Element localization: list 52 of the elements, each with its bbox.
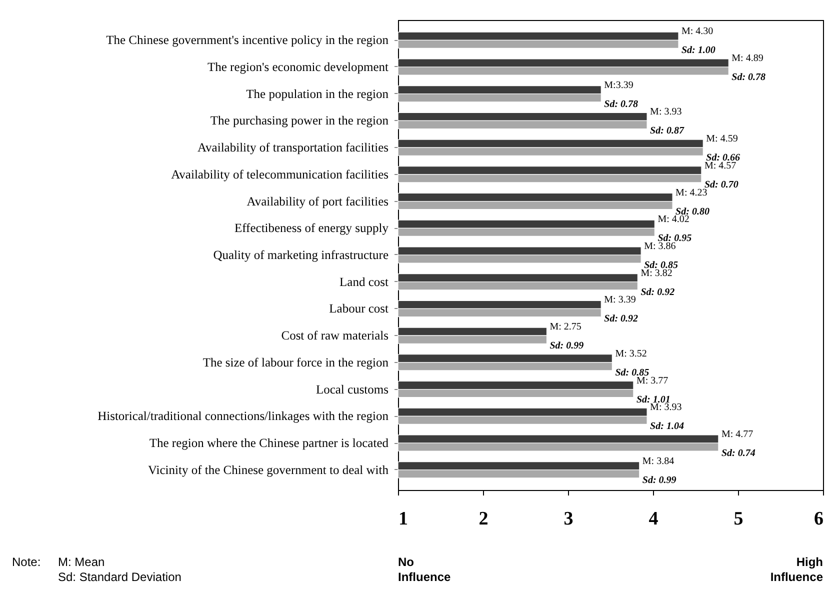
text: M: Mean Sd: Standard Deviation [58,555,182,585]
data-label: M: 3.93 [650,402,682,414]
data-label: M: 3.93 [650,106,682,118]
y-tick-label: Availability of telecommunication facilities [171,167,389,182]
y-tick-label: Historical/traditional connections/linkages with the region [98,409,390,424]
y-tick-label: Availability of port facilities [246,194,389,208]
annotation: Sd: 0.99 [550,340,584,352]
annotation: Sd: 0.74 [721,448,756,460]
y-tick-label: Quality of marketing infrastructure [213,248,389,262]
y-tick-label: Availability of transportation facilities [197,140,389,155]
annotation: Sd: 0.92 [640,286,675,298]
annotation: Sd: 0.87 [650,126,685,137]
y-tick-label: The region's economic development [207,60,390,74]
data-label: M: 3.84 [642,456,674,467]
y-tick-label: The size of labour force in the region [202,355,390,370]
annotation: Sd: 0.78 [604,98,638,110]
annotation: Sd: 0.92 [604,314,638,325]
text: High Influence [770,555,823,585]
y-tick-label: Vicinity of the Chinese government to deal with [148,462,390,477]
data-label: M: 4.77 [721,428,754,440]
data-label: M:3.39 [604,80,634,91]
data-label: M: 4.89 [732,52,764,64]
y-tick-label: Labour cost [329,302,390,316]
y-tick-label: The population in the region [246,86,390,101]
x-tick-label: 5 [734,508,744,530]
text: No Influence [398,555,451,585]
annotation: Sd: 1.00 [682,45,716,56]
y-tick-label: Effectibeness of energy supply [234,221,390,236]
data-label: M: 4.59 [706,134,738,145]
data-label: M: 3.82 [640,268,672,279]
x-tick-label: 6 [814,508,824,530]
annotation: Sd: 1.04 [650,421,684,432]
y-tick-label: Local customs [316,382,389,396]
data-label: M: 4.30 [682,26,714,38]
annotation: Sd: 0.99 [642,474,676,486]
data-label: M: 4.02 [658,214,690,226]
x-tick-label: 2 [478,508,488,530]
y-tick-label: The Chinese government's incentive policy in the region [106,33,390,48]
y-tick-label: The purchasing power in the region [210,114,390,128]
text: Note: [12,555,41,570]
data-label: M: 3.39 [604,294,636,306]
x-tick-label: 1 [398,508,408,530]
x-tick-label: 3 [564,508,574,530]
data-label: M: 4.57 [704,160,736,172]
annotation: Sd: 0.78 [732,72,766,84]
data-label: M: 3.86 [644,240,676,252]
data-label: M: 3.52 [615,348,647,360]
y-tick-label: Land cost [340,274,390,289]
y-tick-label: Cost of raw materials [281,328,389,343]
data-label: M: 2.75 [550,322,582,333]
x-tick-label: 4 [648,508,659,530]
y-tick-label: The region where the Chinese partner is located [149,436,390,450]
